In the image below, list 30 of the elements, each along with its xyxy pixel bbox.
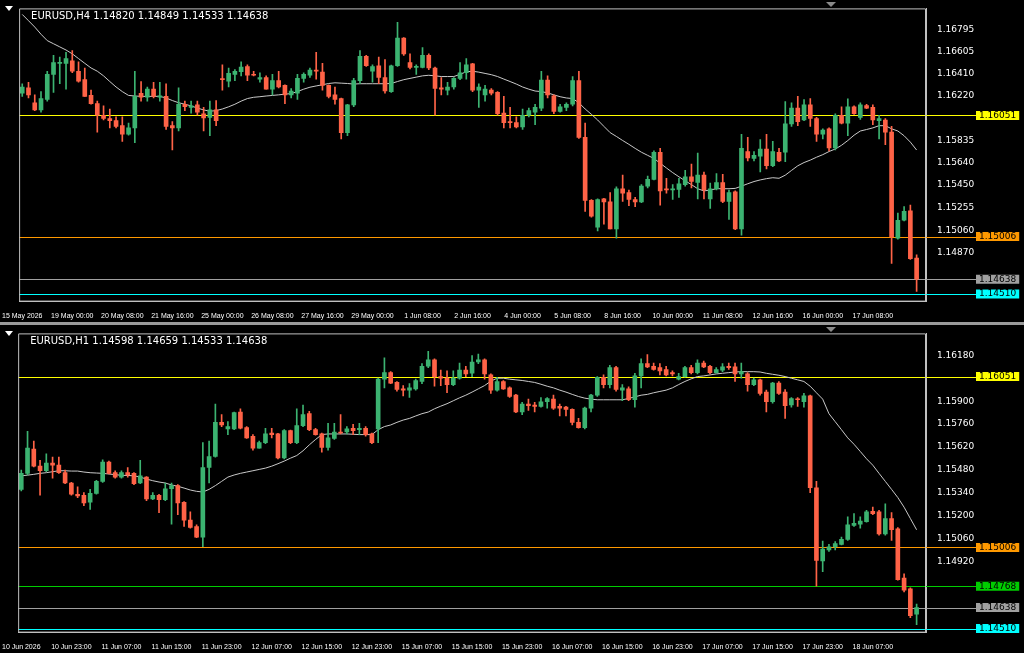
y-tick-label: 1.15620 xyxy=(937,441,975,452)
y-tick-label: 1.15480 xyxy=(937,464,975,475)
y-tick-label: 1.16795 xyxy=(937,23,975,34)
y-tick-label: 1.15450 xyxy=(937,179,975,190)
ref-line-label: 1.14510 xyxy=(979,622,1017,633)
ref-line-label: 1.14638 xyxy=(979,601,1017,612)
y-tick-label: 1.16180 xyxy=(937,349,975,360)
y-tick-label: 1.14920 xyxy=(937,555,975,566)
ref-line-label: 1.16051 xyxy=(979,109,1017,120)
y-tick-label: 1.16220 xyxy=(937,90,975,101)
y-tick-label: 1.15835 xyxy=(937,134,975,145)
ref-line-label: 1.14768 xyxy=(979,580,1017,591)
ref-line-label: 1.15006 xyxy=(979,541,1017,552)
ref-line-label: 1.14510 xyxy=(979,288,1017,299)
y-tick-label: 1.15900 xyxy=(937,395,975,406)
y-tick-label: 1.16605 xyxy=(937,45,975,56)
y-tick-label: 1.15200 xyxy=(937,510,975,521)
ref-line-label: 1.15006 xyxy=(979,230,1017,241)
y-tick-label: 1.14870 xyxy=(937,246,975,257)
ref-line-label: 1.14638 xyxy=(979,273,1017,284)
ref-line-label: 1.16051 xyxy=(979,370,1017,381)
chart-title: EURUSD,H1 1.14598 1.14659 1.14533 1.14638 xyxy=(30,334,268,346)
y-tick-label: 1.16410 xyxy=(937,68,975,79)
y-tick-label: 1.15640 xyxy=(937,157,975,168)
y-tick-label: 1.15255 xyxy=(937,202,975,213)
y-tick-label: 1.15760 xyxy=(937,418,975,429)
y-tick-label: 1.15060 xyxy=(937,532,975,543)
y-tick-label: 1.15060 xyxy=(937,224,975,235)
y-tick-label: 1.15340 xyxy=(937,487,975,498)
chart-title: EURUSD,H4 1.14820 1.14849 1.14533 1.14638 xyxy=(31,9,269,21)
